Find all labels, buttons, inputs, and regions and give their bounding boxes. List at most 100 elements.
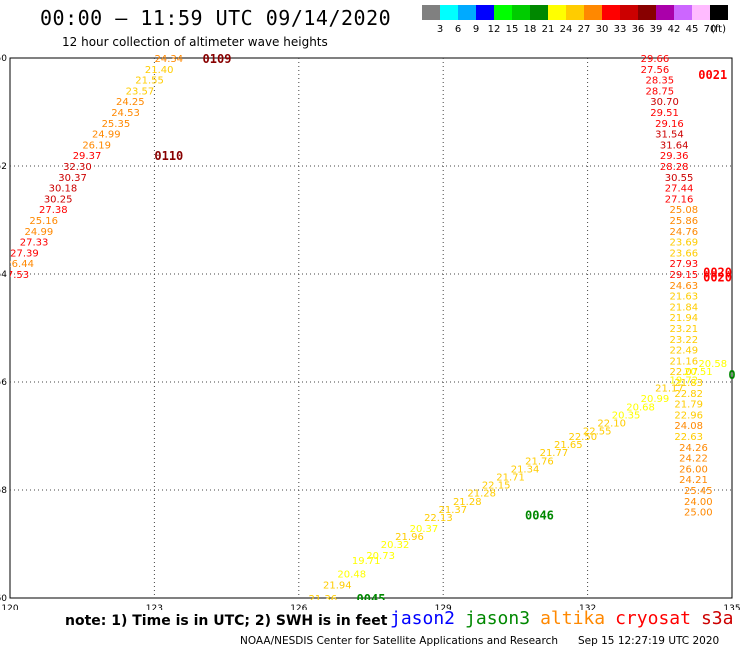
wave-height-value: 21.65 xyxy=(554,440,583,451)
pass-time-label: 0045 xyxy=(357,592,386,606)
x-tick-label: 120 xyxy=(1,604,18,610)
mission-altika: altika xyxy=(540,608,606,629)
scale-label: 27 xyxy=(578,24,591,35)
wave-height-value: 27.33 xyxy=(20,238,49,249)
wave-height-value: 30.18 xyxy=(49,184,78,195)
pass-time-label: 0020 xyxy=(703,271,732,285)
wave-height-value: 20.68 xyxy=(626,402,655,413)
wave-height-value: 24.63 xyxy=(670,281,699,292)
wave-height-value: 31.64 xyxy=(660,140,689,151)
pass-time-label: 0020 xyxy=(703,265,732,279)
scale-swatch xyxy=(674,5,692,20)
scale-label: 18 xyxy=(524,24,537,35)
pass-time-label: 0109 xyxy=(203,52,232,66)
y-tick-label: -50 xyxy=(0,54,7,64)
wave-height-value: 25.16 xyxy=(29,216,58,227)
wave-height-value: 21.37 xyxy=(439,505,468,516)
wave-height-value: 24.99 xyxy=(92,130,121,141)
scale-label: 24 xyxy=(560,24,573,35)
wave-height-value: 22.15 xyxy=(482,481,511,492)
wave-height-value: 20.58 xyxy=(698,359,727,370)
wave-height-value: 29.16 xyxy=(655,119,684,130)
wave-height-value: 27.16 xyxy=(665,194,694,205)
x-tick-label: 135 xyxy=(723,604,740,610)
scale-swatch xyxy=(602,5,620,20)
wave-height-value: 27.56 xyxy=(641,65,670,76)
wave-height-value: 27.93 xyxy=(670,259,699,270)
credit-line: NOAA/NESDIS Center for Satellite Applica… xyxy=(240,635,719,647)
pass-time-label: 0046 xyxy=(525,508,554,522)
wave-height-map: 120 123 126 129 132 135 -50 -52 -54 -56 -58 -60 24.3… xyxy=(0,52,740,610)
wave-height-value: 23.66 xyxy=(670,248,699,259)
wave-height-value: 28.28 xyxy=(660,162,689,173)
wave-height-value: 21.55 xyxy=(135,76,164,87)
wave-height-value: 27.44 xyxy=(665,184,694,195)
wave-height-value: 29.15 xyxy=(670,270,699,281)
wave-height-value: 29.37 xyxy=(73,151,102,162)
x-tick-label: 123 xyxy=(146,604,163,610)
wave-height-value: 24.26 xyxy=(679,443,708,454)
wave-height-value: 28.75 xyxy=(645,86,674,97)
wave-height-value: 23.21 xyxy=(670,324,699,335)
wave-height-value: 26.00 xyxy=(679,464,708,475)
plot-frame xyxy=(9,57,733,599)
wave-height-value: 21.36 xyxy=(309,594,338,605)
wave-height-value: 29.36 xyxy=(660,151,689,162)
wave-height-value: 21.94 xyxy=(670,313,699,324)
wave-height-value: 19.71 xyxy=(352,556,381,567)
wave-height-value: 22.07 xyxy=(670,367,699,378)
wave-height-value: 27.53 xyxy=(0,270,29,281)
scale-swatch xyxy=(422,5,440,20)
scale-label: 12 xyxy=(488,24,501,35)
wave-height-value: 20.48 xyxy=(337,570,366,581)
mission-s3a: s3a xyxy=(700,608,734,629)
wave-height-value: 24.08 xyxy=(674,421,703,432)
wave-height-value: 21.96 xyxy=(395,532,424,543)
wave-height-value: 22.63 xyxy=(674,432,703,443)
pass-time-label: 0021 xyxy=(698,68,727,82)
scale-label: 45 xyxy=(686,24,699,35)
wave-height-value: 19.72 xyxy=(670,375,699,386)
scale-swatch xyxy=(512,5,530,20)
scale-label: 42 xyxy=(668,24,681,35)
wave-height-value: 24.21 xyxy=(679,475,708,486)
y-tick-label: -58 xyxy=(0,486,7,496)
scale-unit: (ft) xyxy=(711,24,726,35)
wave-height-value: 30.37 xyxy=(58,173,87,184)
wave-height-value: 25.35 xyxy=(102,119,131,130)
wave-height-value: 21.71 xyxy=(496,473,525,484)
wave-height-value: 20.35 xyxy=(612,410,641,421)
y-tick-label: -52 xyxy=(0,162,7,172)
wave-height-value: 21.40 xyxy=(145,65,174,76)
wave-height-value: 22.13 xyxy=(424,513,453,524)
wave-height-value: 22.82 xyxy=(674,389,703,400)
mission-legend: jason2 jason3 altika cryosat s3a xyxy=(390,608,740,629)
scale-label: 39 xyxy=(650,24,663,35)
x-tick-label: 132 xyxy=(579,604,596,610)
wave-height-value: 31.54 xyxy=(655,130,684,141)
wave-height-value: 29.66 xyxy=(641,54,670,65)
scale-label: 9 xyxy=(473,24,479,35)
wave-height-value: 24.25 xyxy=(116,97,145,108)
mission-jason3: jason3 xyxy=(465,608,531,629)
wave-height-value: 24.76 xyxy=(670,227,699,238)
wave-height-value: 24.00 xyxy=(684,497,713,508)
x-tick-label: 129 xyxy=(435,604,452,610)
credit-text: NOAA/NESDIS Center for Satellite Applica… xyxy=(240,635,558,647)
scale-label: 33 xyxy=(614,24,627,35)
wave-height-value: 23.57 xyxy=(126,86,155,97)
wave-height-value: 24.34 xyxy=(155,54,184,65)
scale-swatch xyxy=(656,5,674,20)
wave-height-value: 20.73 xyxy=(366,551,395,562)
y-tick-label: -60 xyxy=(0,594,7,604)
mission-jason2: jason2 xyxy=(390,608,456,629)
y-tick-label: -54 xyxy=(0,270,7,280)
scale-label: 30 xyxy=(596,24,609,35)
footer-note: note: 1) Time is in UTC; 2) SWH is in fe… xyxy=(65,613,388,629)
wave-height-value: 20.99 xyxy=(641,394,670,405)
wave-height-value: 29.51 xyxy=(650,108,679,119)
x-tick-label: 126 xyxy=(290,604,307,610)
wave-height-value: 27.38 xyxy=(39,205,68,216)
wave-height-value: 21.28 xyxy=(467,489,496,500)
page-title: 00:00 – 11:59 UTC 09/14/2020 xyxy=(40,6,392,30)
